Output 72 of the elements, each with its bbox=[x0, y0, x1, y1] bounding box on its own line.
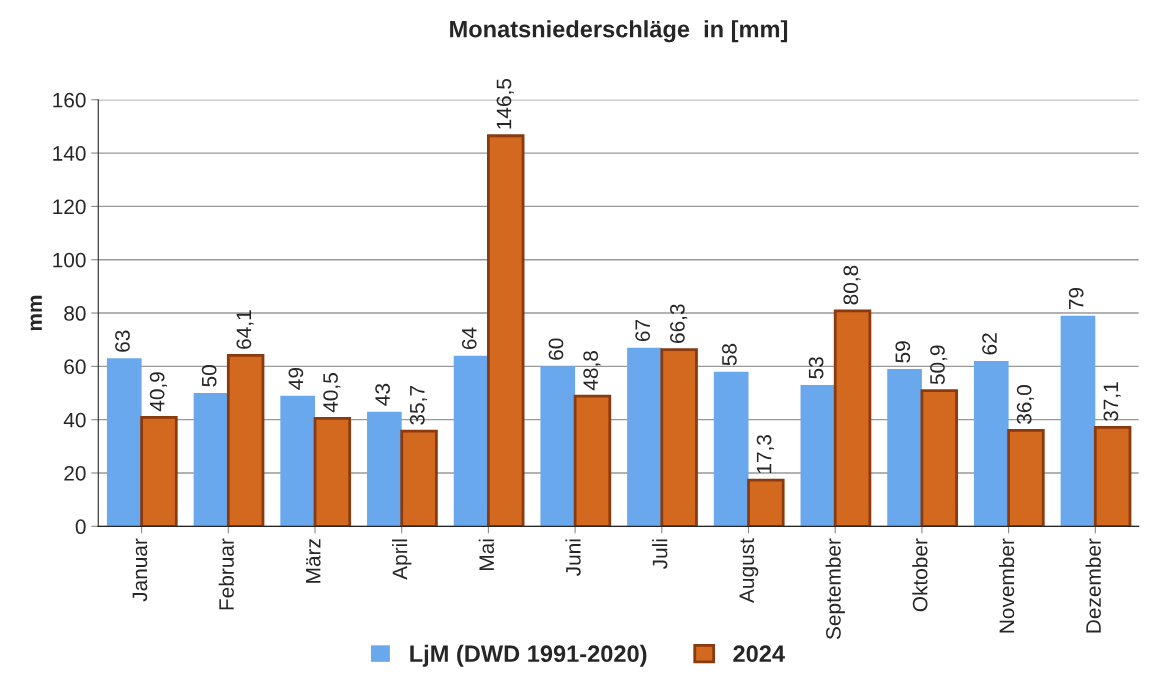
data-label: 64 bbox=[461, 327, 477, 350]
bar bbox=[280, 395, 316, 527]
x-tick-label: März bbox=[306, 539, 321, 583]
bar bbox=[1007, 428, 1045, 527]
bar bbox=[140, 415, 178, 527]
bar bbox=[400, 429, 438, 527]
bar bbox=[833, 309, 872, 527]
x-tick-label: Januar bbox=[132, 538, 148, 602]
x-tick-label: Dezember bbox=[1085, 538, 1101, 633]
bar bbox=[920, 389, 958, 527]
data-label: 50,9 bbox=[930, 345, 948, 385]
data-label: 43 bbox=[375, 383, 390, 406]
data-label: 66,3 bbox=[669, 304, 688, 343]
y-tick-label: 120 bbox=[53, 199, 86, 215]
data-label: 50 bbox=[201, 365, 217, 387]
bar bbox=[193, 393, 229, 527]
bar bbox=[713, 371, 749, 527]
y-tick-label: 100 bbox=[53, 252, 86, 268]
x-tick-label: April bbox=[392, 539, 412, 580]
data-label: 17,3 bbox=[756, 435, 774, 474]
x-tick-label: Juni bbox=[565, 539, 581, 577]
y-tick-label: 160 bbox=[53, 92, 86, 108]
data-label: 40,5 bbox=[323, 373, 341, 413]
y-tick-label: 60 bbox=[64, 359, 86, 375]
bar bbox=[800, 385, 836, 527]
data-label: 58 bbox=[722, 343, 737, 366]
bar bbox=[573, 394, 612, 527]
bar bbox=[226, 354, 265, 527]
data-label: 64,1 bbox=[236, 310, 254, 349]
x-tick-label: August bbox=[739, 538, 759, 603]
data-label: 79 bbox=[1068, 287, 1084, 310]
legend-label: 2024 bbox=[733, 645, 785, 663]
data-label: 35,7 bbox=[409, 386, 428, 425]
y-axis-title: mm bbox=[30, 295, 42, 331]
data-label: 48,8 bbox=[583, 351, 601, 391]
bar bbox=[660, 348, 698, 527]
data-label: 67 bbox=[635, 320, 651, 342]
bar bbox=[747, 478, 785, 527]
bar bbox=[627, 347, 662, 527]
x-tick-label: September bbox=[825, 538, 845, 640]
bar bbox=[106, 358, 142, 527]
chart-title: Monatsniederschläge in [mm] bbox=[450, 20, 788, 43]
y-tick-label: 40 bbox=[63, 412, 86, 428]
bar bbox=[1060, 315, 1096, 527]
bar bbox=[453, 355, 489, 527]
x-tick-label: Mai bbox=[478, 539, 494, 570]
data-label: 37,1 bbox=[1103, 382, 1121, 422]
y-tick-label: 80 bbox=[64, 306, 86, 321]
x-tick-label: November bbox=[998, 538, 1015, 633]
data-label: 63 bbox=[115, 330, 130, 352]
data-label: 59 bbox=[895, 341, 911, 363]
y-tick-label: 20 bbox=[64, 466, 86, 481]
bar bbox=[367, 411, 402, 527]
data-label: 62 bbox=[982, 333, 997, 355]
y-tick-label: 140 bbox=[53, 146, 86, 161]
bar bbox=[887, 369, 922, 527]
data-label: 60 bbox=[548, 338, 564, 360]
x-tick-label: Februar bbox=[218, 538, 234, 610]
legend-label: LjM (DWD 1991-2020) bbox=[410, 644, 647, 667]
bar bbox=[1093, 426, 1132, 527]
data-label: 36,0 bbox=[1016, 385, 1034, 424]
bar bbox=[973, 361, 1009, 527]
data-label: 49 bbox=[288, 367, 304, 390]
data-label: 53 bbox=[808, 357, 824, 379]
data-label: 80,8 bbox=[843, 265, 861, 305]
y-tick-label: 0 bbox=[75, 519, 86, 535]
bar bbox=[313, 416, 352, 527]
bar bbox=[540, 366, 576, 527]
data-label: 40,9 bbox=[149, 372, 167, 412]
x-tick-label: Juli bbox=[652, 539, 668, 570]
data-label: 146,5 bbox=[496, 78, 514, 129]
x-tick-label: Oktober bbox=[912, 538, 928, 612]
